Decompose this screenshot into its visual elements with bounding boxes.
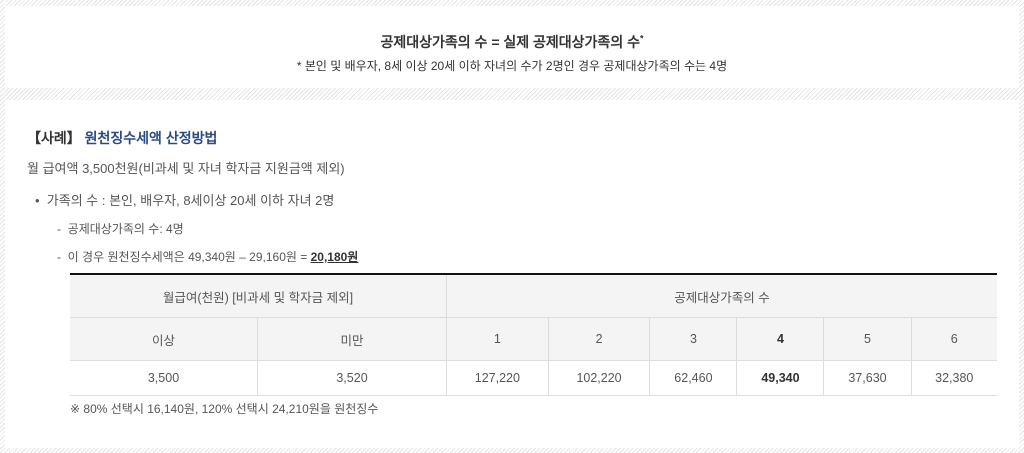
header-salary: 월급여(천원) [비과세 및 학자금 제외] [70,274,447,318]
subheader: 이상 [70,317,258,361]
subheader: 3 [649,317,738,361]
table-cell: 37,630 [823,360,912,396]
formula-box: 공제대상가족의 수 = 실제 공제대상가족의 수* * 본인 및 배우자, 8세… [5,6,1019,88]
subheader: 2 [548,317,651,361]
table-cell: 3,520 [257,360,447,396]
example-heading: 【사례】 원천징수세액 산정방법 [27,130,218,146]
subheader: 미만 [257,317,447,361]
subheader: 1 [446,317,549,361]
table-row: 3,500 3,520 127,220 102,220 62,460 49,34… [70,360,997,396]
table-cell: 102,220 [548,360,651,396]
salary-text: 월 급여액 3,500천원(비과세 및 자녀 학자금 지원금액 제외) [27,161,345,176]
family-bullet: • 가족의 수 : 본인, 배우자, 8세이상 20세 이하 자녀 2명 [35,193,335,208]
note-text: ※ 80% 선택시 16,140원, 120% 선택시 24,210원을 원천징… [70,402,379,416]
dash-item-family-count: - 공제대상가족의 수: 4명 [57,222,184,236]
subheader: 5 [823,317,912,361]
tax-table: 월급여(천원) [비과세 및 학자금 제외] 공제대상가족의 수 이상 미만 1… [70,273,997,396]
table-cell: 127,220 [446,360,549,396]
table-cell: 3,500 [70,360,258,396]
dash-item-tax: - 이 경우 원천징수세액은 49,340원 – 29,160원 = 20,18… [57,250,359,264]
table-cell-highlight: 49,340 [736,360,825,396]
formula-footnote: * 본인 및 배우자, 8세 이상 20세 이하 자녀의 수가 2명인 경우 공… [296,59,728,73]
example-box: 【사례】 원천징수세액 산정방법 월 급여액 3,500천원(비과세 및 자녀 … [5,100,1019,448]
subheader: 6 [911,317,997,361]
table-cell: 32,380 [911,360,997,396]
header-family: 공제대상가족의 수 [446,274,997,318]
formula-title: 공제대상가족의 수 = 실제 공제대상가족의 수* [380,33,644,50]
bullet-icon: • [35,193,40,208]
table-cell: 62,460 [649,360,738,396]
subheader: 4 [736,317,825,361]
